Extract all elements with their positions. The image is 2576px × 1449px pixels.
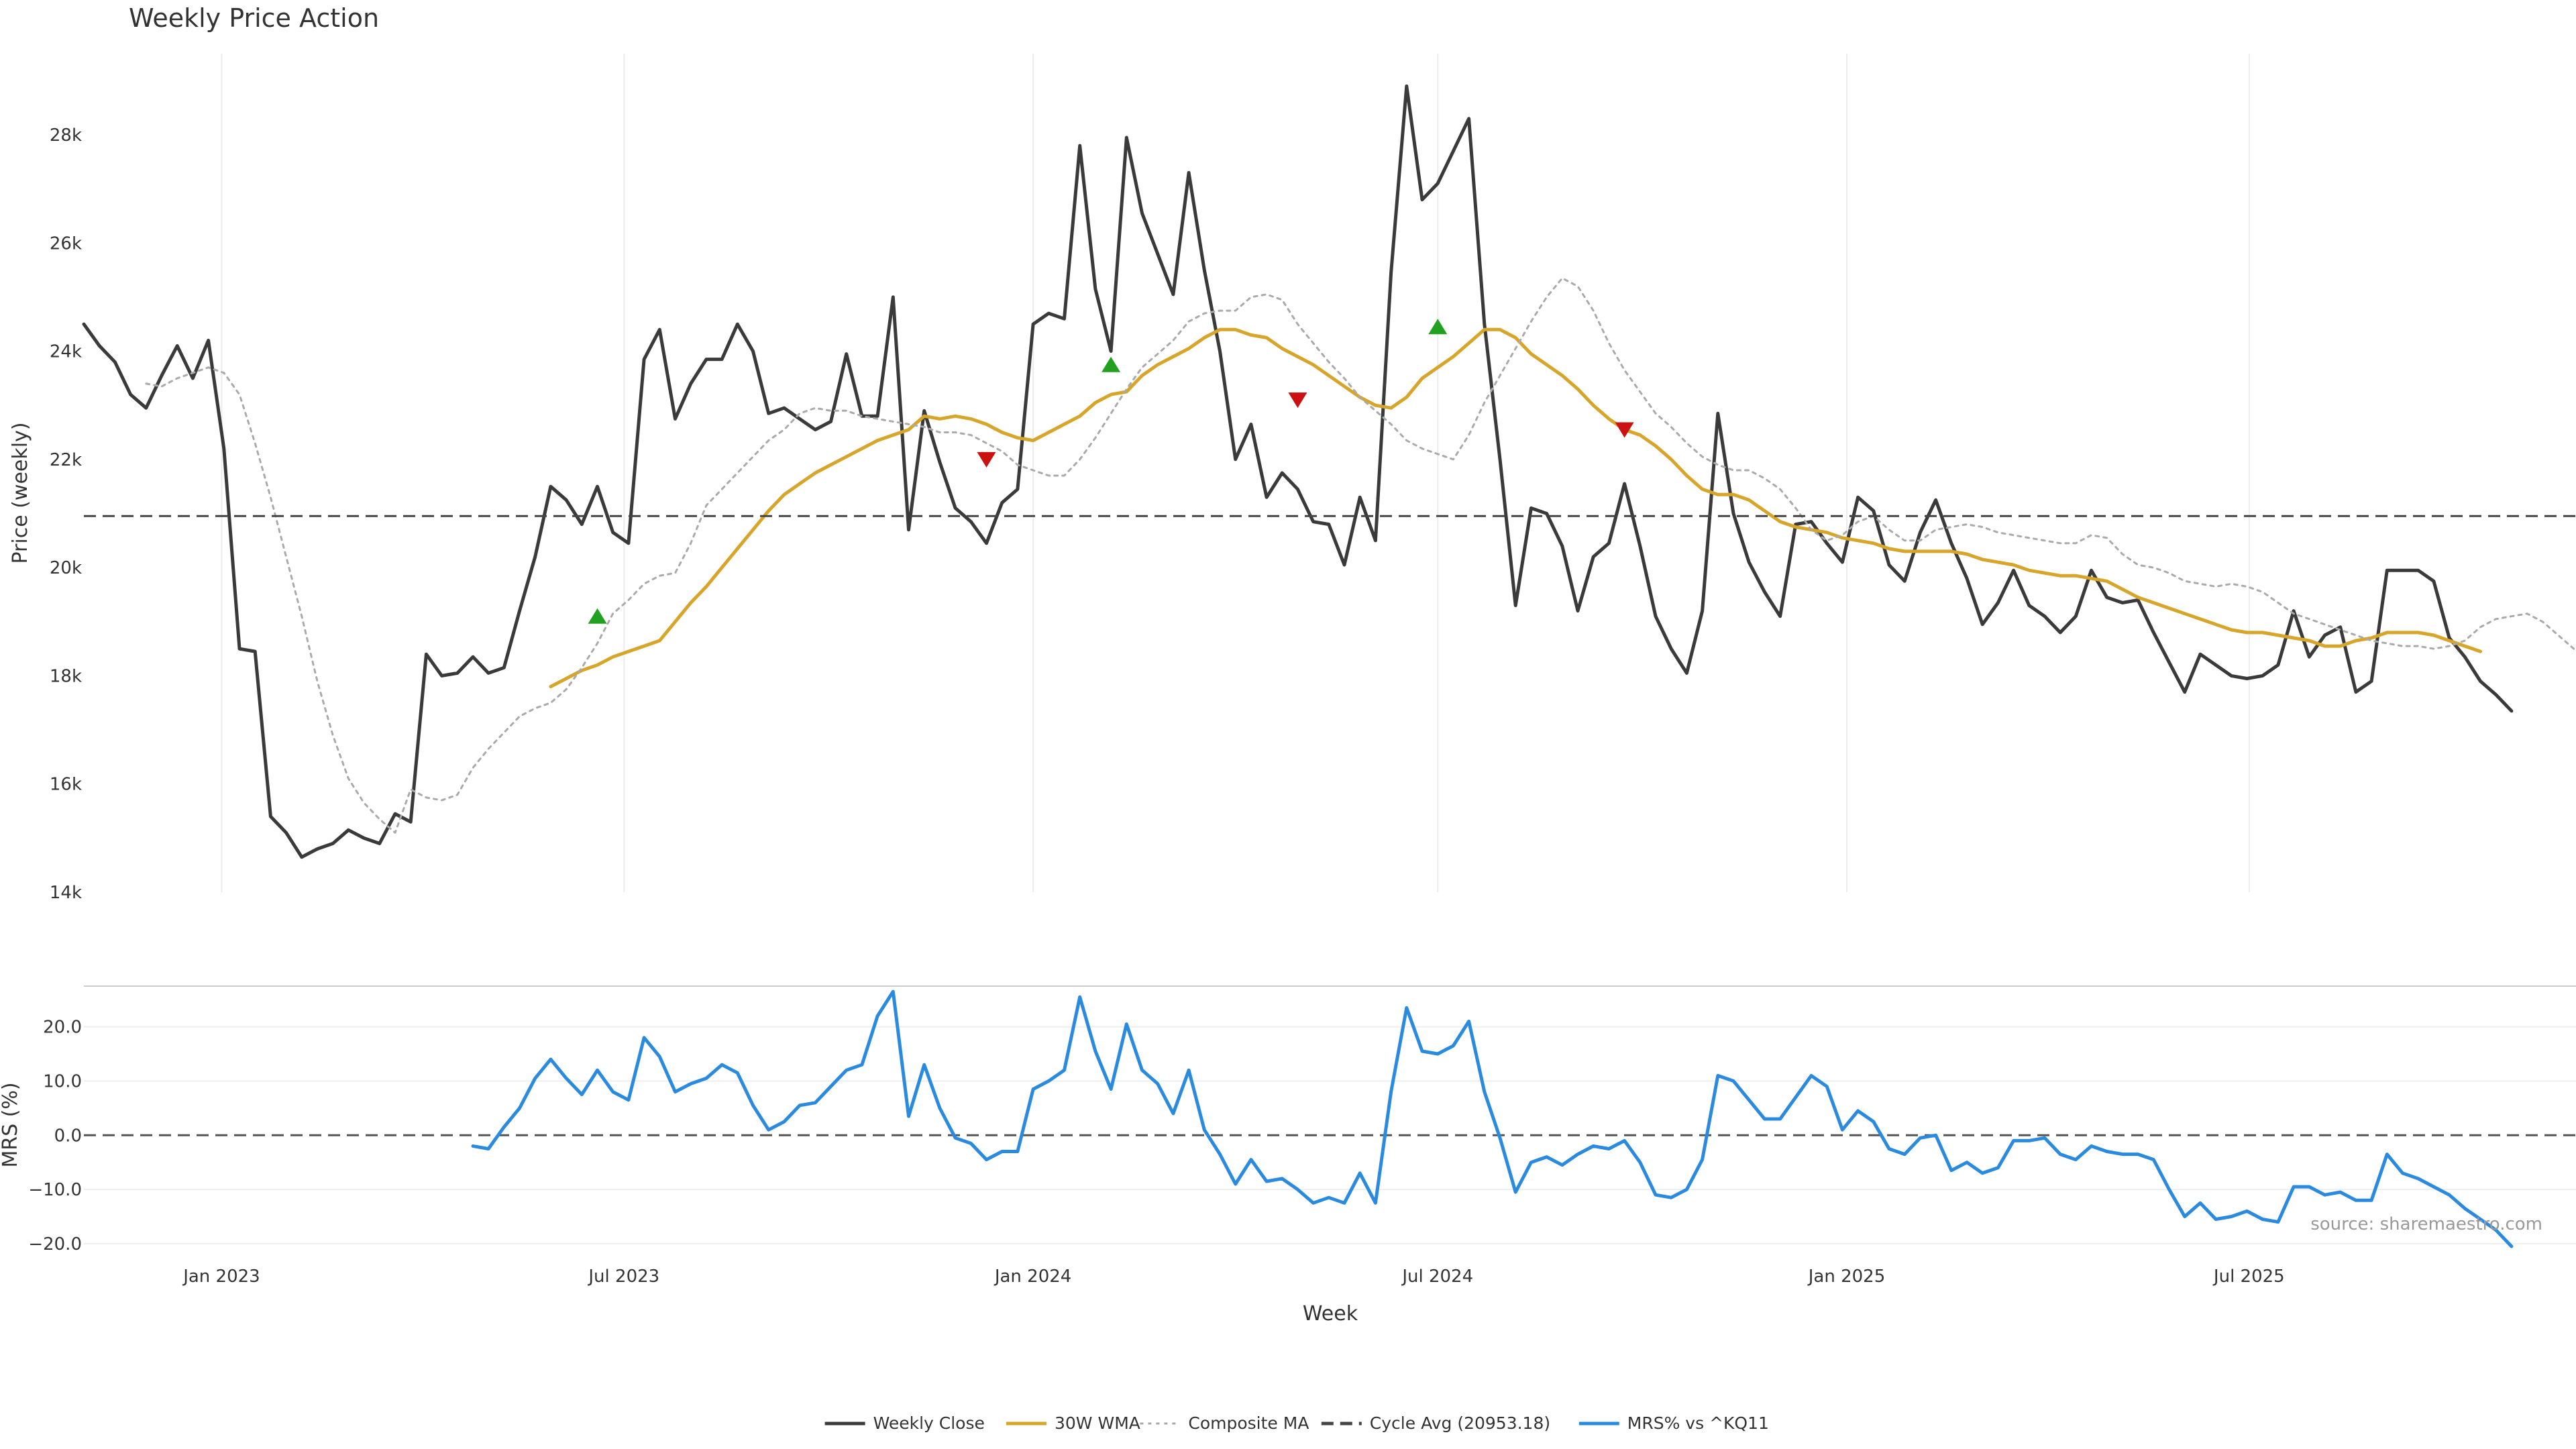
buy-signal-marker	[588, 608, 607, 624]
price-y-tick-label: 16k	[50, 775, 82, 795]
mrs-y-tick-label: 10.0	[43, 1071, 82, 1091]
price-panel: 14k 16k 18k 20k 22k 24k 26k 28k	[50, 54, 2576, 903]
source-credit: source: sharemaestro.com	[2310, 1214, 2542, 1234]
x-tick-label: Jul 2023	[587, 1267, 659, 1287]
price-y-tick-label: 20k	[50, 558, 82, 578]
x-tick-label: Jul 2024	[1401, 1267, 1473, 1287]
x-tick-label: Jan 2023	[182, 1267, 260, 1287]
price-y-tick-label: 24k	[50, 342, 82, 362]
legend-label: 30W WMA	[1055, 1413, 1140, 1433]
legend-entry: Weekly Close	[824, 1413, 985, 1433]
legend-label: MRS% vs ^KQ11	[1627, 1413, 1769, 1433]
legend-label: Weekly Close	[873, 1413, 985, 1433]
x-axis: Jan 2023 Jul 2023 Jan 2024 Jul 2024 Jan 2025…	[182, 1267, 2285, 1287]
sell-signal-marker	[1288, 392, 1307, 409]
price-y-axis-title: Price (weekly)	[9, 422, 32, 564]
mrs-panel: −20.0 −10.0 0.0 10.0 20.0	[28, 985, 2576, 1254]
legend: Weekly Close 30W WMA Composite MA Cycle Avg…	[824, 1413, 1769, 1433]
price-y-tick-label: 26k	[50, 233, 82, 254]
mrs-y-tick-label: 20.0	[43, 1018, 82, 1038]
sell-signal-marker	[1615, 422, 1634, 438]
legend-entry: 30W WMA	[1006, 1413, 1140, 1433]
legend-label: Composite MA	[1188, 1413, 1309, 1433]
buy-signal-marker	[1428, 319, 1448, 335]
price-y-tick-label: 18k	[50, 666, 82, 686]
series-line-weekly-close	[82, 84, 2514, 859]
legend-entry: MRS% vs ^KQ11	[1578, 1413, 1769, 1433]
price-y-tick-label: 22k	[50, 450, 82, 470]
legend-label: Cycle Avg (20953.18)	[1370, 1413, 1550, 1433]
mrs-y-axis-title: MRS (%)	[0, 1082, 22, 1167]
buy-signal-marker	[1102, 356, 1121, 372]
x-tick-label: Jan 2025	[1807, 1267, 1886, 1287]
chart-title: Weekly Price Action	[129, 3, 379, 33]
x-tick-label: Jul 2025	[2212, 1267, 2285, 1287]
mrs-y-tick-label: 0.0	[54, 1126, 82, 1146]
series-line-30w-wma	[549, 327, 2482, 688]
x-axis-title: Week	[1303, 1302, 1358, 1326]
x-tick-label: Jan 2024	[994, 1267, 1072, 1287]
mrs-y-tick-label: −10.0	[28, 1180, 82, 1200]
sell-signal-marker	[977, 451, 996, 468]
series-line-mrs	[471, 989, 2514, 1248]
price-y-tick-label: 14k	[50, 883, 82, 903]
mrs-y-tick-label: −20.0	[28, 1234, 82, 1254]
series-line-composite-ma	[145, 277, 2575, 834]
legend-entry: Composite MA	[1140, 1413, 1309, 1433]
price-y-tick-label: 28k	[50, 125, 82, 146]
legend-entry: Cycle Avg (20953.18)	[1321, 1413, 1550, 1433]
